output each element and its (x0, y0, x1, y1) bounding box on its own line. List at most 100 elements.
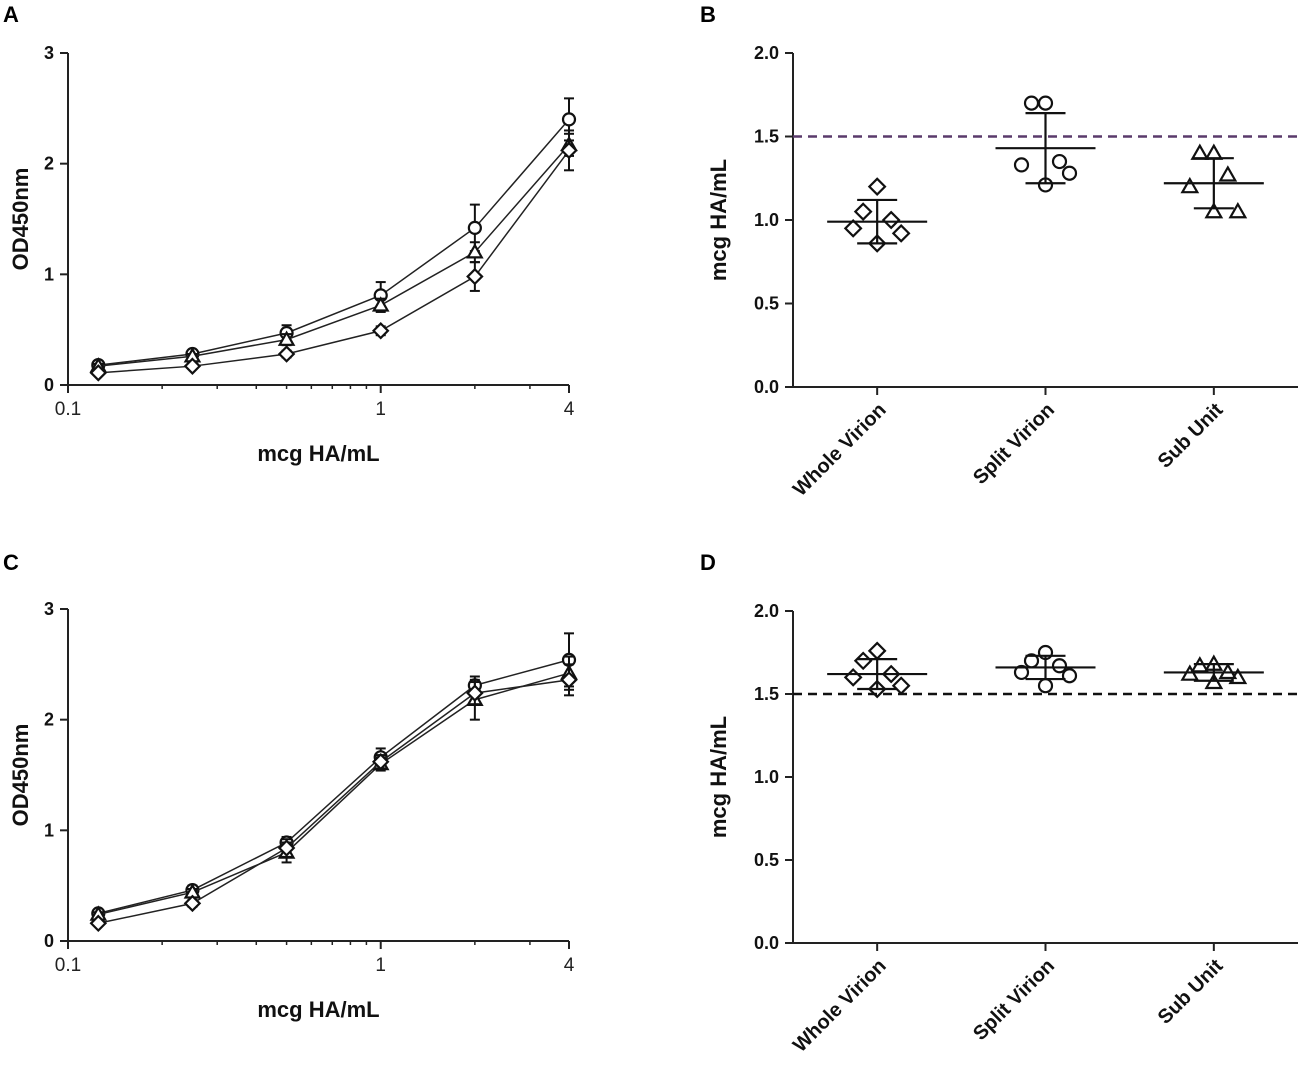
series-line (98, 144, 570, 367)
data-point (1037, 95, 1054, 111)
y-tick-label: 2 (44, 154, 54, 174)
data-point (371, 296, 390, 312)
category-label: Whole Virion (789, 399, 891, 501)
y-tick-label: 0.5 (754, 294, 779, 314)
data-point (560, 671, 578, 689)
group-whole-virion (827, 177, 928, 253)
category-label: Split Virion (969, 399, 1059, 489)
data-point (1037, 678, 1054, 694)
y-tick-label: 1 (44, 264, 54, 284)
data-point (1061, 668, 1078, 684)
y-tick-label: 2.0 (754, 43, 779, 63)
group-split-virion (995, 95, 1096, 193)
panel-letter: B (700, 2, 716, 27)
data-point (1218, 165, 1238, 182)
y-tick-label: 1.0 (754, 767, 779, 787)
y-tick-label: 1.5 (754, 684, 779, 704)
y-axis-title: mcg HA/mL (706, 716, 731, 838)
data-point (867, 679, 887, 699)
data-point (853, 651, 873, 671)
data-point (1061, 165, 1078, 181)
group-split-virion (995, 644, 1096, 694)
y-tick-label: 0.0 (754, 377, 779, 397)
y-tick-label: 3 (44, 599, 54, 619)
series-line (98, 118, 570, 366)
x-tick-label: 0.1 (55, 955, 81, 976)
panel-a: A 0 1 2 3 0.1 1 4 mcg HA/mL OD450nm (3, 2, 578, 466)
data-point (867, 641, 887, 661)
group-sub-unit (1163, 143, 1264, 219)
y-tick-label: 1.5 (754, 127, 779, 147)
series-line (98, 679, 570, 925)
group-whole-virion (827, 641, 928, 699)
x-tick-label: 1 (375, 399, 386, 420)
category-label: Whole Virion (789, 955, 891, 1057)
data-point (183, 894, 202, 913)
series-split-virion (91, 97, 577, 373)
panel-c: C 0 1 2 3 0.1 1 4 mcg HA/mL OD450nm (3, 550, 578, 1022)
y-tick-label: 1.0 (754, 210, 779, 230)
series-line (98, 659, 570, 915)
x-tick-label: 0.1 (55, 399, 81, 420)
y-tick-label: 0 (44, 931, 54, 951)
series-line (98, 149, 570, 374)
x-axis-title: mcg HA/mL (257, 441, 379, 466)
y-tick-label: 0 (44, 375, 54, 395)
series-line (98, 672, 570, 916)
y-tick-label: 3 (44, 43, 54, 63)
data-point (277, 839, 296, 857)
data-point (867, 234, 887, 253)
y-axis-title: mcg HA/mL (706, 159, 731, 281)
data-point (1228, 667, 1248, 685)
data-point (1051, 153, 1068, 170)
data-point (881, 664, 901, 684)
y-tick-label: 0.0 (754, 933, 779, 953)
series-whole-virion (89, 663, 578, 933)
data-point (466, 267, 484, 286)
panel-letter: D (700, 550, 716, 575)
y-tick-label: 2 (44, 710, 54, 730)
category-label: Sub Unit (1154, 955, 1228, 1029)
data-point (891, 676, 911, 696)
data-point (843, 218, 863, 238)
y-tick-label: 0.5 (754, 850, 779, 870)
data-point (183, 357, 202, 375)
data-point (371, 752, 390, 771)
data-point (1051, 658, 1068, 674)
data-point (1180, 176, 1200, 194)
data-point (891, 224, 911, 243)
data-point (1013, 664, 1030, 681)
y-tick-label: 1 (44, 820, 54, 840)
data-point (1204, 201, 1224, 219)
data-point (1023, 95, 1040, 111)
series-split-virion (91, 632, 577, 921)
panel-d: D 0.0 0.5 1.0 1.5 2.0 mcg HA/mL Whole Virion Spl… (700, 550, 1298, 1057)
data-point (867, 177, 887, 196)
panel-letter: C (3, 550, 19, 575)
data-point (277, 330, 296, 346)
y-tick-label: 2.0 (754, 601, 779, 621)
data-point (1013, 157, 1030, 173)
x-axis-title: mcg HA/mL (257, 997, 379, 1022)
group-sub-unit (1163, 654, 1264, 690)
data-point (1204, 143, 1224, 160)
data-point (89, 914, 108, 933)
category-label: Split Virion (969, 955, 1059, 1045)
y-axis-title: OD450nm (8, 168, 33, 271)
category-label: Sub Unit (1154, 399, 1228, 473)
data-point (277, 345, 296, 363)
panel-b: B 0.0 0.5 1.0 1.5 2.0 mcg HA/mL Whole Virion Spl… (700, 2, 1298, 501)
data-point (881, 210, 901, 230)
x-tick-label: 4 (564, 955, 575, 976)
data-point (843, 668, 863, 687)
data-point (467, 220, 482, 235)
data-point (89, 364, 108, 382)
series-whole-virion (89, 129, 578, 382)
x-tick-label: 4 (564, 399, 575, 420)
data-point (853, 202, 873, 222)
data-point (560, 141, 578, 160)
panel-letter: A (3, 2, 19, 27)
data-point (371, 322, 390, 340)
data-point (466, 684, 484, 702)
